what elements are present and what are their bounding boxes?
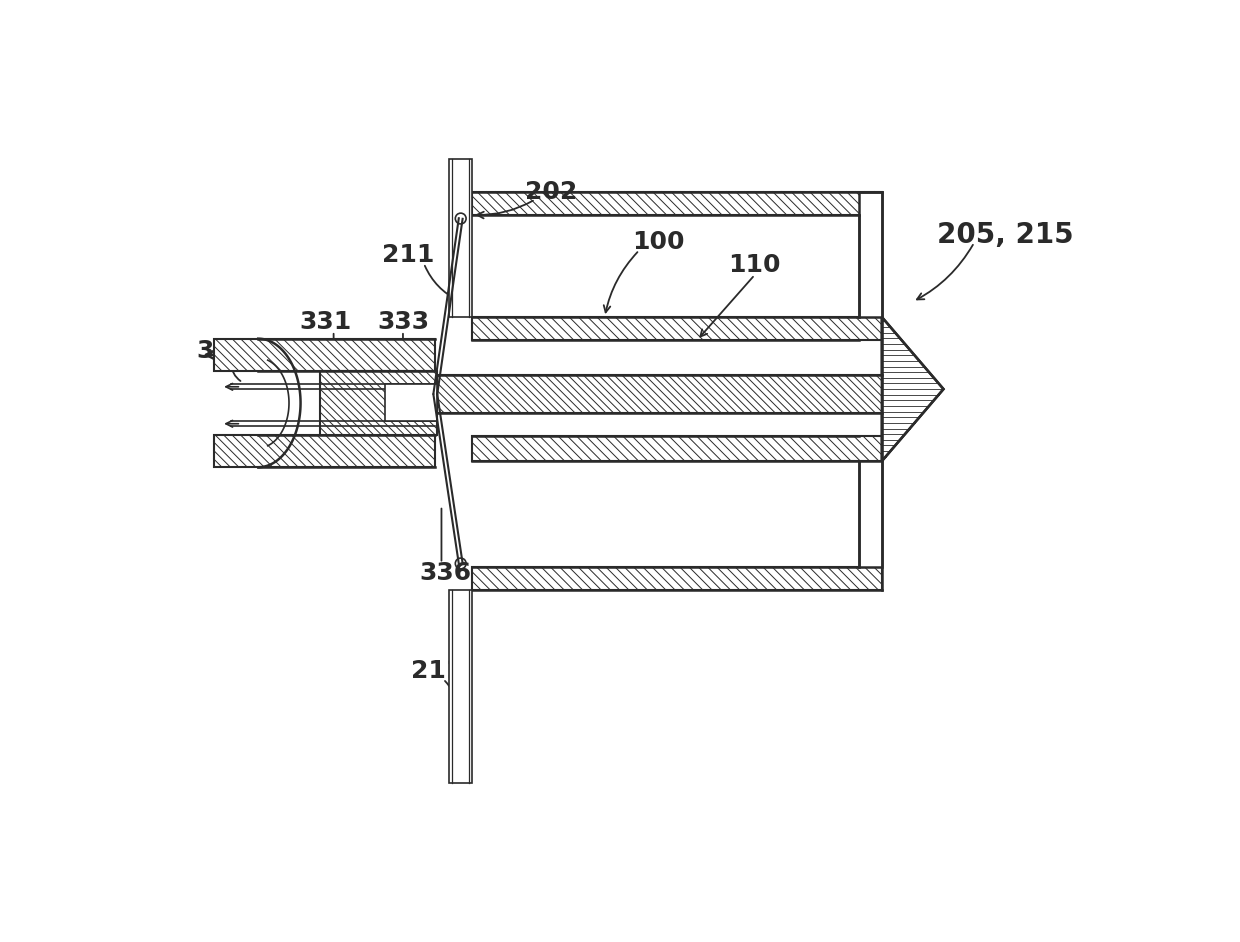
Bar bbox=[859, 191, 882, 317]
Bar bbox=[213, 339, 435, 371]
Bar bbox=[213, 435, 435, 467]
Text: 205, 215: 205, 215 bbox=[936, 220, 1074, 249]
Bar bbox=[320, 371, 436, 435]
Text: 336: 336 bbox=[419, 561, 471, 586]
Text: 330: 330 bbox=[196, 339, 248, 363]
Text: 100: 100 bbox=[632, 231, 684, 254]
Bar bbox=[436, 375, 882, 414]
Bar bbox=[449, 591, 472, 783]
Bar bbox=[449, 159, 472, 317]
Bar bbox=[472, 191, 882, 215]
Text: 110: 110 bbox=[729, 253, 781, 278]
Bar bbox=[472, 317, 882, 340]
Text: 333: 333 bbox=[377, 311, 429, 334]
Bar bbox=[859, 461, 882, 567]
Text: 331: 331 bbox=[300, 311, 352, 334]
Bar bbox=[386, 384, 436, 421]
Bar bbox=[472, 436, 882, 461]
Text: 211: 211 bbox=[412, 658, 464, 683]
Bar bbox=[472, 567, 882, 591]
Text: 202: 202 bbox=[525, 180, 577, 203]
Text: 211: 211 bbox=[382, 243, 434, 268]
Polygon shape bbox=[882, 317, 944, 461]
